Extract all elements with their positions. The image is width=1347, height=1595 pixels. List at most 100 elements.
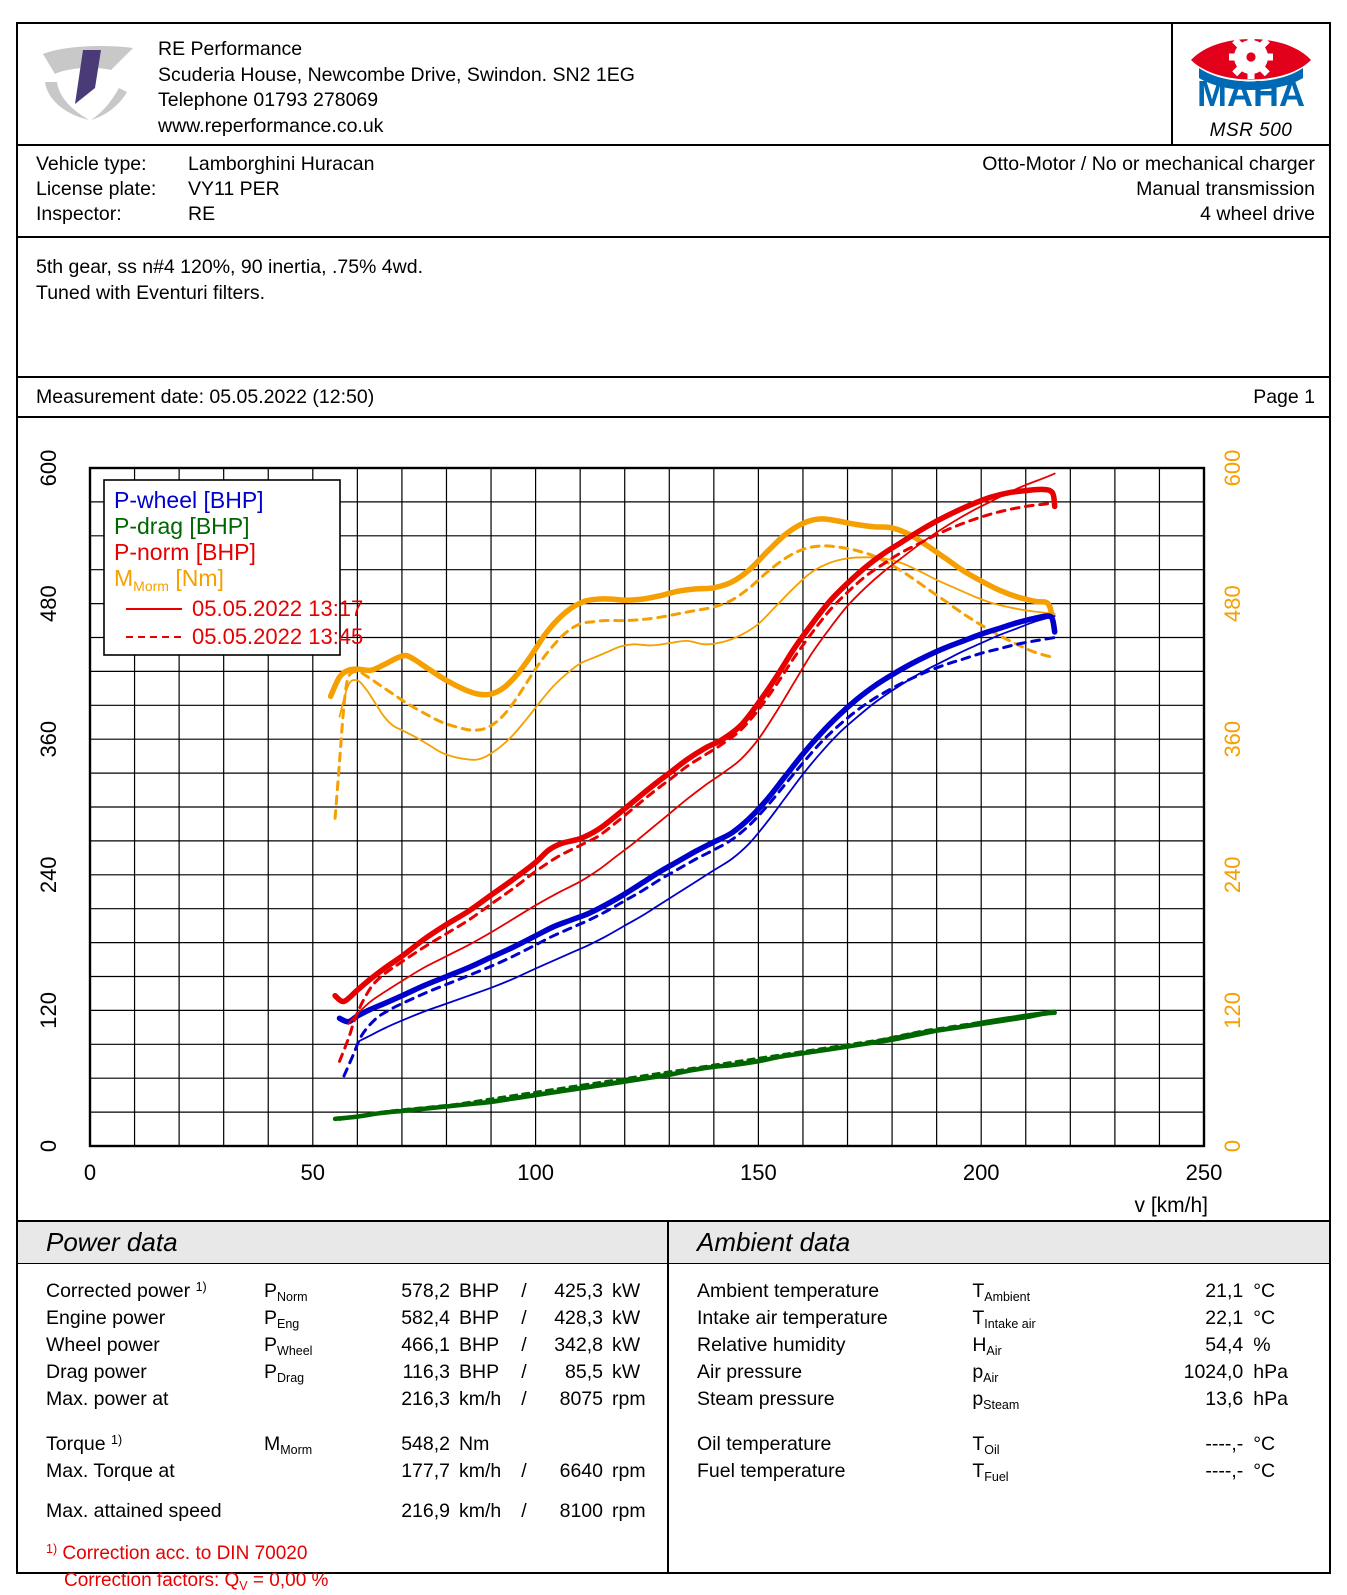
- row-unit-1: km/h: [459, 1460, 502, 1482]
- table-row: Drag power PDrag 116,3 BHP / 85,5 kW: [46, 1359, 649, 1386]
- y-axis-right-tick-label: 600: [1220, 450, 1245, 487]
- row-label: Steam pressure: [697, 1388, 835, 1410]
- row-symbol: HAir: [972, 1334, 1002, 1358]
- row-separator: /: [521, 1500, 527, 1522]
- table-row: Torque 1) MMorm 548,2 Nm: [46, 1431, 649, 1458]
- chart-series-line: [356, 615, 1056, 1043]
- x-axis-title: v [km/h]: [1134, 1194, 1208, 1217]
- license-plate-row: License plate: VY11 PER Manual transmiss…: [36, 177, 1315, 202]
- row-unit: °C: [1253, 1460, 1276, 1482]
- y-axis-left-tick-label: 480: [36, 585, 61, 622]
- chart-series-line: [332, 486, 1058, 1005]
- row-value-1: 548,2: [401, 1433, 450, 1455]
- row-unit: hPa: [1253, 1361, 1288, 1383]
- re-performance-logo: [18, 32, 158, 128]
- row-value-1: 216,9: [401, 1500, 450, 1522]
- row-value-1: 466,1: [401, 1334, 450, 1356]
- table-row: Steam pressure pSteam 13,6 hPa: [697, 1386, 1311, 1413]
- row-separator: /: [521, 1460, 527, 1482]
- y-axis-right-tick-label: 240: [1220, 856, 1245, 893]
- row-separator: /: [521, 1280, 527, 1302]
- bottom-panels: Power data Corrected power 1) PNorm 578,2 B…: [16, 1222, 1331, 1593]
- plot-frame: [88, 466, 1206, 1148]
- company-address-block: RE Performance Scuderia House, Newcombe …: [158, 32, 635, 139]
- row-symbol: [264, 1386, 376, 1413]
- row-separator: /: [521, 1307, 527, 1329]
- legend-label: P-norm [BHP]: [114, 539, 256, 565]
- row-label: Engine power: [46, 1307, 166, 1329]
- row-separator: [511, 1431, 537, 1458]
- chart-series-line: [333, 544, 1057, 820]
- row-value-1: 177,7: [401, 1460, 450, 1482]
- measurement-bar: Measurement date: 05.05.2022 (12:50) Pag…: [16, 378, 1331, 418]
- chart-series-line: [338, 556, 1056, 761]
- x-axis-tick-label: 50: [301, 1160, 325, 1185]
- row-unit: °C: [1253, 1433, 1276, 1455]
- row-separator: /: [521, 1334, 527, 1356]
- row-value-2: 85,5: [565, 1361, 603, 1383]
- row-value-2: [537, 1431, 603, 1458]
- transmission: Manual transmission: [1136, 178, 1315, 200]
- inspector-value: RE: [188, 203, 216, 225]
- row-symbol: TFuel: [972, 1460, 1009, 1484]
- vehicle-info: Vehicle type: Lamborghini Huracan Otto-M…: [16, 146, 1331, 238]
- re-logo-icon: [43, 46, 133, 120]
- vehicle-type-value: Lamborghini Huracan: [188, 153, 375, 175]
- row-separator: /: [521, 1361, 527, 1383]
- legend-label: P-wheel [BHP]: [114, 487, 264, 513]
- table-row: Engine power PEng 582,4 BHP / 428,3 kW: [46, 1305, 649, 1332]
- y-axis-right-tick-label: 0: [1220, 1140, 1245, 1152]
- table-row: Max. Torque at 177,7 km/h / 6640 rpm: [46, 1458, 649, 1485]
- chart-series-line: [342, 636, 1057, 1078]
- chart-legend: [103, 479, 341, 656]
- row-unit: °C: [1253, 1280, 1276, 1302]
- row-unit-1: km/h: [459, 1388, 502, 1410]
- report-header: RE Performance Scuderia House, Newcombe …: [16, 22, 1331, 146]
- table-row: Wheel power PWheel 466,1 BHP / 342,8 kW: [46, 1332, 649, 1359]
- power-data-title: Power data: [18, 1222, 667, 1264]
- legend-label: P-drag [BHP]: [114, 513, 250, 539]
- row-value-2: 8075: [559, 1388, 603, 1410]
- row-label: Max. power at: [46, 1388, 169, 1410]
- row-symbol: TIntake air: [972, 1307, 1036, 1331]
- maha-brand-icon: MAHA: [1191, 35, 1311, 114]
- row-unit-1: BHP: [459, 1307, 500, 1329]
- row-value-2: 342,8: [554, 1334, 603, 1356]
- table-row: Intake air temperature TIntake air 22,1 °C: [697, 1305, 1311, 1332]
- row-value: 1024,0: [1183, 1361, 1244, 1383]
- footnote-text-2b: = 0,00 %: [247, 1570, 329, 1591]
- footnote-sub: V: [239, 1579, 248, 1593]
- x-axis-tick-label: 250: [1186, 1160, 1223, 1185]
- row-label: Torque 1): [46, 1433, 123, 1455]
- row-label: Fuel temperature: [697, 1460, 846, 1482]
- table-row: Max. power at 216,3 km/h / 8075 rpm: [46, 1386, 649, 1413]
- row-value: 21,1: [1205, 1280, 1244, 1302]
- notes-line-1: 5th gear, ss n#4 120%, 90 inertia, .75% …: [36, 256, 424, 278]
- inspector-row: Inspector: RE 4 wheel drive: [36, 202, 1315, 227]
- x-axis-tick-label: 100: [517, 1160, 554, 1185]
- chart-series-line: [332, 1010, 1057, 1122]
- row-label: Max. attained speed: [46, 1500, 222, 1522]
- row-label: Wheel power: [46, 1334, 160, 1356]
- footnote-ref: 1): [195, 1280, 207, 1294]
- footnote-marker: 1): [46, 1542, 58, 1556]
- device-model: MSR 500: [1209, 120, 1293, 141]
- row-value: ----,-: [1205, 1460, 1244, 1482]
- y-axis-left-tick-label: 240: [36, 856, 61, 893]
- row-symbol: [264, 1458, 376, 1485]
- table-row: Oil temperature TOil ----,- °C: [697, 1431, 1311, 1458]
- row-unit: hPa: [1253, 1388, 1288, 1410]
- row-symbol: TAmbient: [972, 1280, 1031, 1304]
- power-data-footnote: 1) Correction acc. to DIN 70020 Correcti…: [46, 1525, 649, 1595]
- row-unit: °C: [1253, 1307, 1276, 1329]
- row-value-1: 216,3: [401, 1388, 450, 1410]
- legend-run-label: 05.05.2022 13:45: [192, 624, 363, 649]
- table-row: Relative humidity HAir 54,4%: [697, 1332, 1311, 1359]
- table-row: Max. attained speed 216,9 km/h / 8100 rpm: [46, 1498, 649, 1525]
- chart-canvas: 0 50 100 150 200 250 0 120 240 360 480 600 0 120 240 36…: [36, 450, 1245, 1217]
- license-plate-value: VY11 PER: [188, 178, 280, 200]
- row-value-2: 425,3: [554, 1280, 603, 1302]
- row-value-2: 428,3: [554, 1307, 603, 1329]
- row-unit-2: rpm: [612, 1388, 646, 1410]
